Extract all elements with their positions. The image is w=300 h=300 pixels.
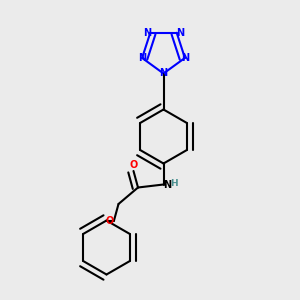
Text: O: O <box>129 160 138 170</box>
Text: N: N <box>138 53 146 63</box>
Text: N: N <box>143 28 151 38</box>
Text: O: O <box>105 215 114 226</box>
Text: N: N <box>176 28 184 38</box>
Text: N: N <box>159 68 168 79</box>
Text: N: N <box>181 53 189 63</box>
Text: N: N <box>163 179 171 190</box>
Text: H: H <box>170 179 178 188</box>
